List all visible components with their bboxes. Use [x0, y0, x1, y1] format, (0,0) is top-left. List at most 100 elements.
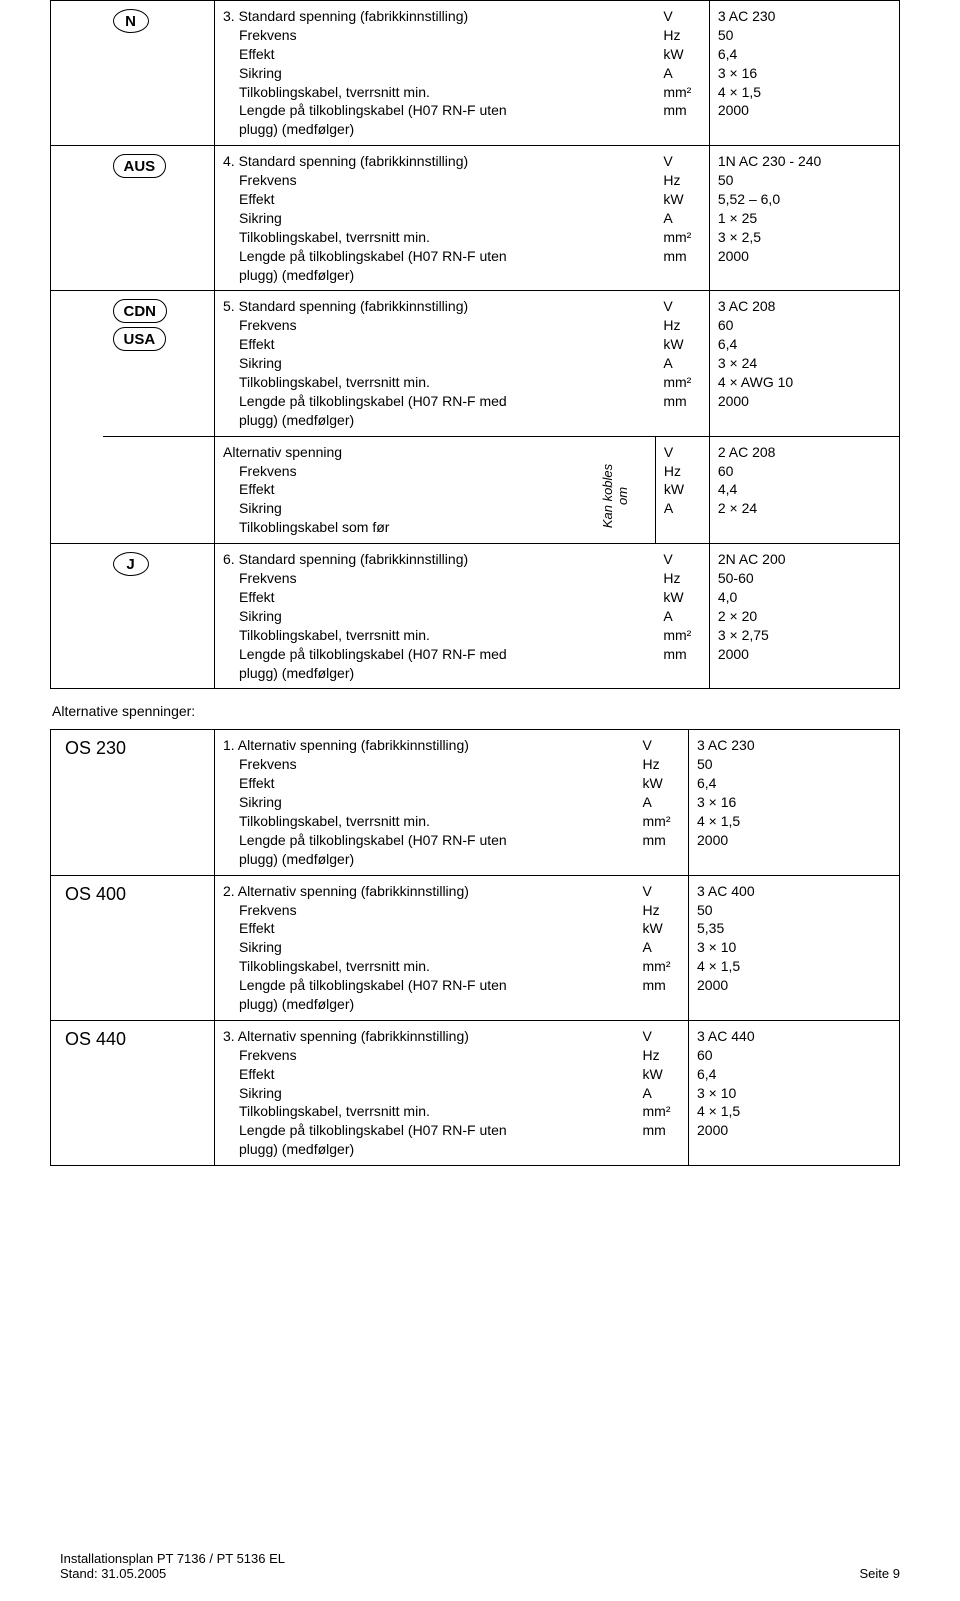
- desc-line: Effekt: [223, 588, 567, 607]
- val-line: 50: [697, 755, 891, 774]
- desc-line: Frekvens: [223, 462, 567, 481]
- val-line: 60: [718, 462, 891, 481]
- val-line: 3 × 10: [697, 1084, 891, 1103]
- desc-line: Tilkoblingskabel, tverrsnitt min.: [223, 1102, 567, 1121]
- val-line: 3 AC 400: [697, 882, 891, 901]
- badge-usa: USA: [113, 327, 167, 351]
- unit-cell: V Hz kW A mm² mm: [655, 544, 709, 689]
- unit-cell: V Hz kW A mm² mm: [655, 146, 709, 291]
- unit-line: V: [663, 297, 701, 316]
- desc-line: Effekt: [223, 1065, 567, 1084]
- blank-cell: [51, 1, 103, 146]
- footer-doc-title: Installationsplan PT 7136 / PT 5136 EL: [60, 1551, 285, 1566]
- table-row: OS 440 3. Alternativ spenning (fabrikkin…: [51, 1020, 900, 1165]
- desc-line: plugg) (medfølger): [223, 266, 567, 285]
- desc-line: Sikring: [223, 64, 567, 83]
- val-line: 50: [718, 26, 891, 45]
- rot-cell: Kan koblesom: [575, 436, 656, 543]
- val-line: 50-60: [718, 569, 891, 588]
- unit-line: mm²: [663, 228, 701, 247]
- desc-line: Frekvens: [223, 316, 567, 335]
- val-line: 60: [718, 316, 891, 335]
- val-cell: 3 AC 230 50 6,4 3 × 16 4 × 1,5 2000: [689, 730, 900, 875]
- badge-n: N: [113, 9, 149, 33]
- unit-line: mm: [663, 645, 701, 664]
- val-cell: 3 AC 230 50 6,4 3 × 16 4 × 1,5 2000: [709, 1, 899, 146]
- val-line: 50: [718, 171, 891, 190]
- val-cell: 2N AC 200 50-60 4,0 2 × 20 3 × 2,75 2000: [709, 544, 899, 689]
- rotated-label: Kan koblesom: [600, 464, 630, 528]
- unit-line: Hz: [643, 1046, 681, 1065]
- footer-page-number: Seite 9: [860, 1566, 900, 1581]
- desc-line: Tilkoblingskabel, tverrsnitt min.: [223, 228, 567, 247]
- val-line: 2000: [718, 247, 891, 266]
- val-line: 2N AC 200: [718, 550, 891, 569]
- unit-cell: V Hz kW A mm² mm: [635, 875, 689, 1020]
- unit-cell: V Hz kW A mm² mm: [635, 1020, 689, 1165]
- unit-line: V: [643, 736, 681, 755]
- desc-line: Lengde på tilkoblingskabel (H07 RN-F ute…: [223, 247, 567, 266]
- desc-line: Tilkoblingskabel, tverrsnitt min.: [223, 957, 567, 976]
- desc-cell: Alternativ spenning Frekvens Effekt Sikr…: [215, 436, 575, 543]
- badge-cdn: CDN: [113, 299, 168, 323]
- unit-line: kW: [663, 335, 701, 354]
- desc-line: Tilkoblingskabel, tverrsnitt min.: [223, 626, 567, 645]
- val-line: 3 × 16: [697, 793, 891, 812]
- desc-line: 6. Standard spenning (fabrikkinnstilling…: [223, 550, 567, 569]
- table-row: Alternativ spenning Frekvens Effekt Sikr…: [51, 436, 900, 543]
- desc-line: plugg) (medfølger): [223, 120, 567, 139]
- val-line: 2000: [697, 1121, 891, 1140]
- val-line: 3 AC 208: [718, 297, 891, 316]
- val-line: 60: [697, 1046, 891, 1065]
- desc-line: Sikring: [223, 1084, 567, 1103]
- val-line: 2000: [718, 645, 891, 664]
- unit-line: mm: [663, 247, 701, 266]
- val-cell: 3 AC 208 60 6,4 3 × 24 4 × AWG 10 2000: [709, 291, 899, 436]
- unit-line: V: [663, 550, 701, 569]
- val-line: 6,4: [718, 335, 891, 354]
- badge-cell: CDN USA: [103, 291, 215, 436]
- val-line: 3 AC 440: [697, 1027, 891, 1046]
- unit-line: Hz: [664, 462, 701, 481]
- val-line: 4,0: [718, 588, 891, 607]
- desc-cell: 5. Standard spenning (fabrikkinnstilling…: [215, 291, 575, 436]
- os-code: OS 230: [51, 730, 215, 875]
- desc-line: Effekt: [223, 774, 567, 793]
- val-line: 4 × 1,5: [697, 957, 891, 976]
- desc-line: plugg) (medfølger): [223, 664, 567, 683]
- val-cell: 2 AC 208 60 4,4 2 × 24: [709, 436, 899, 543]
- val-line: 3 × 2,5: [718, 228, 891, 247]
- unit-line: A: [643, 938, 681, 957]
- desc-line: Sikring: [223, 354, 567, 373]
- unit-line: mm²: [663, 626, 701, 645]
- unit-line: mm²: [643, 812, 681, 831]
- spec-table-alt: OS 230 1. Alternativ spenning (fabrikkin…: [50, 729, 900, 1166]
- val-line: 3 AC 230: [718, 7, 891, 26]
- footer-date: Stand: 31.05.2005: [60, 1566, 285, 1581]
- desc-line: Lengde på tilkoblingskabel (H07 RN-F med: [223, 645, 567, 664]
- desc-line: Sikring: [223, 793, 567, 812]
- desc-line: 3. Standard spenning (fabrikkinnstilling…: [223, 7, 567, 26]
- badge-j: J: [113, 552, 149, 576]
- unit-line: Hz: [643, 901, 681, 920]
- unit-line: mm: [643, 976, 681, 995]
- unit-line: A: [664, 499, 701, 518]
- desc-line: Sikring: [223, 209, 567, 228]
- unit-line: mm²: [663, 83, 701, 102]
- desc-line: Tilkoblingskabel, tverrsnitt min.: [223, 373, 567, 392]
- table-row: OS 400 2. Alternativ spenning (fabrikkin…: [51, 875, 900, 1020]
- unit-line: mm²: [663, 373, 701, 392]
- desc-line: Effekt: [223, 919, 567, 938]
- desc-line: Sikring: [223, 499, 567, 518]
- val-line: 2 × 20: [718, 607, 891, 626]
- desc-line: Frekvens: [223, 26, 567, 45]
- val-line: 3 × 16: [718, 64, 891, 83]
- unit-line: mm: [663, 101, 701, 120]
- unit-line: V: [664, 443, 701, 462]
- unit-line: Hz: [663, 171, 701, 190]
- unit-line: mm: [643, 1121, 681, 1140]
- val-line: 3 × 10: [697, 938, 891, 957]
- badge-cell: N: [103, 1, 215, 146]
- page-footer: Installationsplan PT 7136 / PT 5136 EL S…: [60, 1551, 900, 1581]
- unit-line: A: [663, 354, 701, 373]
